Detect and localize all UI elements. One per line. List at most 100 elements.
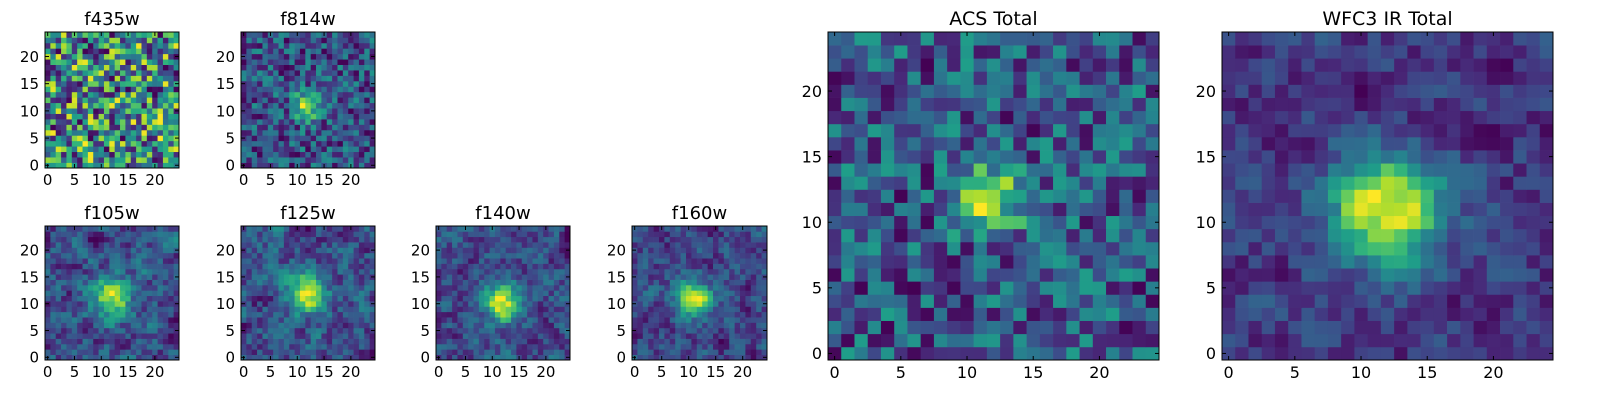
heatmap-cell [310, 252, 317, 259]
heatmap-cell [162, 124, 169, 131]
heatmap-cell [251, 135, 258, 142]
heatmap-cell [152, 146, 158, 153]
heatmap-cell [152, 86, 158, 93]
heatmap-cell [71, 338, 78, 345]
heatmap-cell [326, 242, 333, 248]
heatmap-cell [1367, 281, 1382, 295]
heatmap-cell [50, 279, 57, 286]
heatmap-cell [61, 59, 67, 65]
y-tick-label: 15 [20, 268, 39, 286]
heatmap-cell [299, 247, 306, 254]
heatmap-cell [93, 102, 99, 109]
heatmap-cell [61, 306, 67, 313]
heatmap-cell [537, 295, 544, 302]
heatmap-cell [103, 349, 110, 355]
y-tick-label: 0 [29, 157, 39, 175]
heatmap-cell [342, 295, 349, 302]
heatmap-cell [553, 322, 560, 329]
heatmap-cell [353, 226, 360, 232]
heatmap-cell [718, 252, 725, 259]
heatmap-cell [353, 129, 360, 136]
heatmap-cell [278, 86, 285, 93]
heatmap-cell [880, 32, 895, 46]
heatmap-cell [337, 236, 344, 243]
heatmap-cell [125, 284, 132, 291]
heatmap-cell [310, 91, 317, 98]
heatmap-cell [750, 236, 757, 243]
heatmap-cell [283, 91, 290, 98]
heatmap-cell [867, 294, 882, 308]
heatmap-cell [1235, 163, 1249, 177]
heatmap-cell [50, 327, 57, 334]
heatmap-cell [310, 354, 317, 361]
heatmap-cell [82, 338, 89, 345]
heatmap-cell [745, 301, 752, 307]
heatmap-cell [321, 252, 328, 259]
heatmap-cell [353, 91, 360, 98]
heatmap-cell [321, 75, 328, 82]
heatmap-cell [489, 290, 496, 297]
heatmap-cell [637, 322, 644, 329]
heatmap-cell [61, 252, 67, 259]
heatmap-cell [299, 236, 306, 243]
heatmap-cell [686, 317, 692, 323]
heatmap-cell [130, 146, 137, 153]
heatmap-cell [87, 231, 94, 238]
heatmap-cell [441, 301, 448, 307]
heatmap-cell [867, 202, 882, 217]
heatmap-cell [305, 226, 312, 232]
heatmap-cell [348, 306, 354, 313]
heatmap-cell [152, 231, 158, 238]
heatmap-cell [527, 263, 533, 270]
heatmap-cell [61, 258, 67, 264]
heatmap-cell [61, 236, 67, 243]
heatmap-cell [241, 268, 247, 275]
heatmap-cell [680, 327, 687, 334]
heatmap-cell [702, 317, 708, 323]
heatmap-cell [310, 124, 317, 131]
heatmap-cell [283, 295, 290, 302]
heatmap-cell [289, 284, 295, 291]
heatmap-cell [251, 274, 258, 280]
heatmap-cell [241, 146, 247, 153]
heatmap-cell [87, 97, 94, 104]
heatmap-cell [321, 327, 328, 334]
heatmap-cell [729, 354, 735, 361]
heatmap-cell [120, 306, 126, 313]
heatmap-cell [358, 32, 365, 38]
heatmap-cell [947, 150, 961, 164]
heatmap-cell [642, 268, 649, 275]
heatmap-cell [87, 140, 94, 147]
heatmap-cell [691, 236, 698, 243]
heatmap-cell [61, 108, 67, 114]
heatmap-cell [756, 322, 762, 329]
heatmap-cell [321, 129, 328, 136]
heatmap-cell [299, 274, 306, 280]
heatmap-cell [125, 252, 132, 259]
heatmap-cell [114, 102, 121, 109]
heatmap-cell [854, 97, 869, 112]
heatmap-cell [1274, 294, 1289, 308]
heatmap-cell [168, 32, 174, 38]
heatmap-cell [867, 136, 882, 151]
heatmap-cell [718, 349, 725, 355]
heatmap-cell [162, 70, 169, 76]
heatmap-cell [1235, 150, 1249, 164]
heatmap-cell [267, 151, 274, 158]
heatmap-cell [294, 113, 301, 120]
heatmap-cell [289, 354, 295, 361]
panel-title: f814w [280, 9, 335, 30]
heatmap-cell [653, 349, 660, 355]
heatmap-cell [157, 59, 164, 65]
heatmap-cell [353, 157, 360, 163]
heatmap-cell [986, 123, 1001, 138]
heatmap-cell [452, 263, 458, 270]
heatmap-cell [369, 290, 376, 297]
heatmap-cell [947, 202, 961, 217]
heatmap-cell [723, 343, 730, 350]
heatmap-cell [114, 284, 121, 291]
heatmap-cell [262, 268, 269, 275]
heatmap-cell [289, 301, 295, 307]
heatmap-cell [114, 42, 121, 49]
heatmap-cell [267, 322, 274, 329]
